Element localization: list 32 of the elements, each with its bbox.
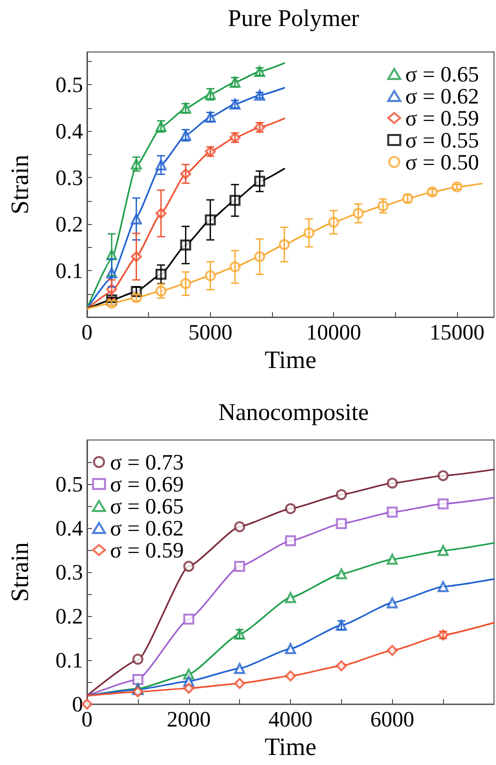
legend-label: σ = 0.62 <box>110 516 184 540</box>
x-tick-label: 5000 <box>188 320 232 345</box>
x-axis-title: Time <box>264 347 316 374</box>
chart-title: Pure Polymer <box>228 6 360 32</box>
chart-title: Nanocomposite <box>218 400 369 426</box>
y-tick-label: 0.2 <box>56 212 83 237</box>
y-axis-title: Strain <box>7 542 34 602</box>
legend-label: σ = 0.62 <box>405 84 480 108</box>
legend-label: σ = 0.73 <box>110 450 184 474</box>
y-tick-label: 0.4 <box>56 516 83 541</box>
y-tick-label: 0.5 <box>56 472 83 497</box>
y-tick-label: 0.5 <box>56 72 83 98</box>
x-tick-label: 2000 <box>166 706 211 732</box>
x-tick-label: 10000 <box>306 320 362 345</box>
x-tick-label: 4000 <box>268 706 312 732</box>
y-tick-label: 0.1 <box>56 648 83 673</box>
legend-label: σ = 0.50 <box>405 150 480 174</box>
legend-label: σ = 0.59 <box>405 106 480 130</box>
y-tick-label: 0.4 <box>56 118 83 144</box>
x-tick-label: 15000 <box>430 320 484 345</box>
y-axis-title: Strain <box>7 154 34 214</box>
legend-label: σ = 0.65 <box>110 494 184 518</box>
legend-label: σ = 0.55 <box>405 128 480 152</box>
legend-label: σ = 0.69 <box>110 472 184 496</box>
x-axis-title: Time <box>264 734 316 761</box>
legend-label: σ = 0.65 <box>405 62 480 86</box>
y-tick-label: 0.3 <box>56 165 83 190</box>
legend-label: σ = 0.59 <box>110 538 184 562</box>
x-tick-label: 6000 <box>370 706 414 732</box>
y-tick-label: 0.2 <box>56 604 83 629</box>
y-tick-label: 0.1 <box>56 258 83 284</box>
y-tick-label: 0.3 <box>56 560 83 585</box>
